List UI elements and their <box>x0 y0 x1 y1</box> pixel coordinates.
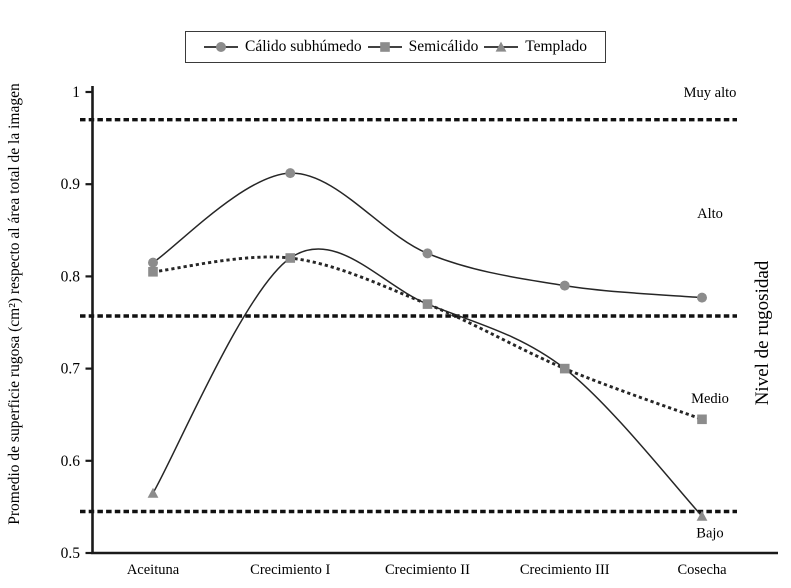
legend-label: Cálido subhúmedo <box>245 38 362 55</box>
axis-lines <box>91 86 778 555</box>
square-marker-icon <box>367 42 402 52</box>
axes-group: 1 0.9 0.8 0.7 0.6 0.5 <box>61 84 778 562</box>
y-tick-label: 0.6 <box>61 453 81 470</box>
legend-item-2: Templado <box>484 38 587 56</box>
series-line-2 <box>152 248 703 517</box>
series-0-marker-3 <box>559 280 570 291</box>
series-0-marker-4 <box>697 292 707 303</box>
series-0-marker-0 <box>148 257 158 268</box>
y-tick-label: 1 <box>72 84 80 101</box>
legend-item-0: Cálido subhúmedo <box>204 38 362 56</box>
y-tick-label: 0.8 <box>61 268 81 285</box>
series-1-marker-4 <box>697 414 707 425</box>
series-line-1 <box>152 255 703 421</box>
legend-triangle-marker <box>495 41 507 52</box>
labels-group: Aceituna Crecimiento I Crecimiento II Creci… <box>6 83 773 578</box>
series-2-marker-0 <box>147 487 159 498</box>
y-axis-title: Promedio de superficie rugosa (cm²) resp… <box>6 83 23 525</box>
series-2-marker-4 <box>696 510 708 521</box>
legend-label: Semicálido <box>408 38 479 55</box>
x-category-label: Crecimiento II <box>385 562 470 578</box>
x-category-label: Crecimiento III <box>520 562 610 578</box>
legend: Cálido subhúmedo Semicálido Templado <box>185 31 606 63</box>
circle-marker-icon <box>204 42 238 52</box>
zone-label-1: Alto <box>697 206 723 222</box>
legend-item-1: Semicálido <box>367 38 479 56</box>
y-tick-label: 0.9 <box>61 176 81 193</box>
zone-label-0: Muy alto <box>684 85 737 101</box>
series-0-marker-2 <box>422 248 433 259</box>
series-line-0 <box>152 172 703 299</box>
series-0-marker-1 <box>285 168 296 179</box>
series-group <box>147 168 708 521</box>
y-tick-label: 0.7 <box>61 361 81 378</box>
series-1-marker-0 <box>148 267 158 277</box>
x-category-label: Crecimiento I <box>250 562 330 578</box>
series-1-marker-3 <box>559 363 570 374</box>
zone-label-2: Medio <box>691 391 729 407</box>
x-category-label: Cosecha <box>677 562 727 578</box>
y-tick-label: 0.5 <box>61 545 81 562</box>
series-1-marker-2 <box>422 299 433 309</box>
x-category-label: Aceituna <box>127 562 180 578</box>
legend-square-marker <box>379 42 390 52</box>
legend-circle-marker <box>216 42 226 52</box>
series-1-marker-1 <box>285 253 296 263</box>
zone-label-3: Bajo <box>696 526 723 542</box>
legend-label: Templado <box>525 38 587 55</box>
reference-lines-group <box>80 117 737 514</box>
right-axis-title: Nivel de rugosidad <box>752 260 773 405</box>
triangle-marker-icon <box>484 41 519 52</box>
